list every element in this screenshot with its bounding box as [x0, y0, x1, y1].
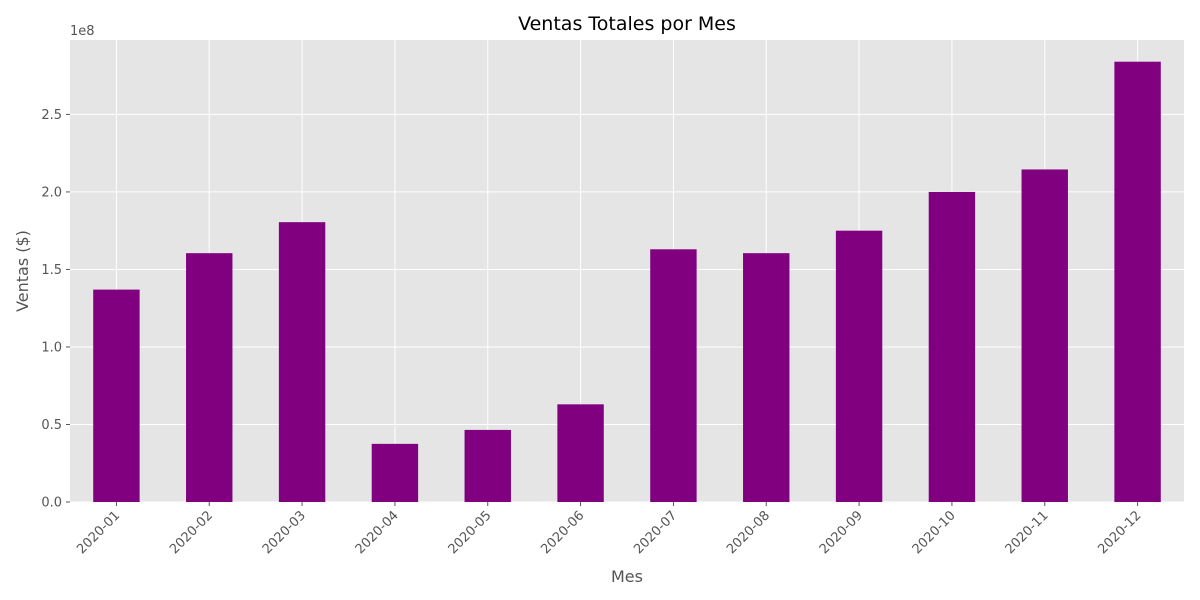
x-tick-label: 2020-11 — [1003, 508, 1052, 557]
x-tick-label: 2020-05 — [446, 508, 495, 557]
y-tick-label: 2.0 — [41, 185, 62, 200]
bar-2020-04 — [371, 443, 419, 502]
y-tick-label: 0.0 — [41, 496, 62, 511]
x-tick-label: 2020-10 — [910, 508, 959, 557]
y-tick-label: 0.5 — [41, 418, 62, 433]
bars — [93, 61, 1161, 503]
y-tick-label: 1.5 — [41, 263, 62, 278]
x-tick-label: 2020-02 — [167, 508, 216, 557]
bar-2020-02 — [186, 253, 233, 502]
bar-2020-09 — [835, 230, 883, 502]
x-tick-label: 2020-08 — [724, 508, 773, 557]
bar-2020-03 — [278, 222, 326, 502]
x-axis-ticks: 2020-01 2020-02 2020-03 2020-04 2020-05 2020-… — [74, 502, 1144, 557]
y-axis-offset-label: 1e8 — [70, 24, 95, 39]
y-axis-ticks: 0.0 0.5 1.0 1.5 2.0 2.5 — [41, 108, 70, 511]
x-tick-label: 2020-12 — [1095, 508, 1144, 557]
chart-title: Ventas Totales por Mes — [518, 13, 736, 35]
bar-2020-07 — [650, 249, 697, 502]
x-tick-label: 2020-06 — [538, 508, 587, 557]
x-tick-label: 2020-01 — [74, 508, 123, 557]
bar-2020-08 — [743, 253, 790, 502]
bar-2020-12 — [1114, 61, 1161, 502]
x-tick-label: 2020-04 — [353, 508, 402, 557]
x-axis-label: Mes — [611, 567, 643, 586]
bar-2020-05 — [464, 429, 511, 502]
y-tick-label: 2.5 — [41, 108, 62, 123]
x-tick-label: 2020-09 — [817, 508, 866, 557]
bar-2020-06 — [557, 404, 604, 502]
plot-area — [70, 40, 1184, 502]
y-tick-label: 1.0 — [41, 340, 62, 355]
y-axis-label: Ventas ($) — [13, 230, 32, 312]
bar-2020-10 — [928, 191, 976, 502]
x-tick-label: 2020-03 — [260, 508, 309, 557]
bar-2020-01 — [93, 289, 140, 502]
x-tick-label: 2020-07 — [631, 508, 680, 557]
bar-2020-11 — [1021, 169, 1068, 503]
